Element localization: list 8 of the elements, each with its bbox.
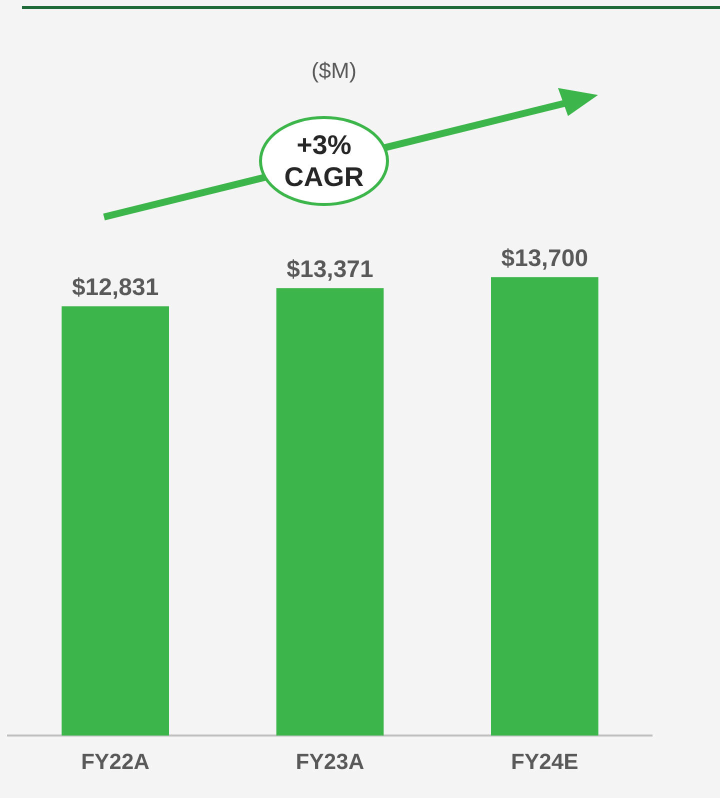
- x-tick-label: FY22A: [81, 748, 150, 774]
- data-label: $12,831: [72, 274, 159, 301]
- data-label: $13,371: [286, 256, 374, 283]
- text: +3% CAGR: [259, 116, 389, 206]
- data-label: $13,700: [501, 244, 588, 272]
- x-tick-label: FY23A: [296, 748, 364, 774]
- chart-subtitle: ($M): [310, 58, 358, 84]
- x-tick-label: FY24E: [511, 748, 578, 774]
